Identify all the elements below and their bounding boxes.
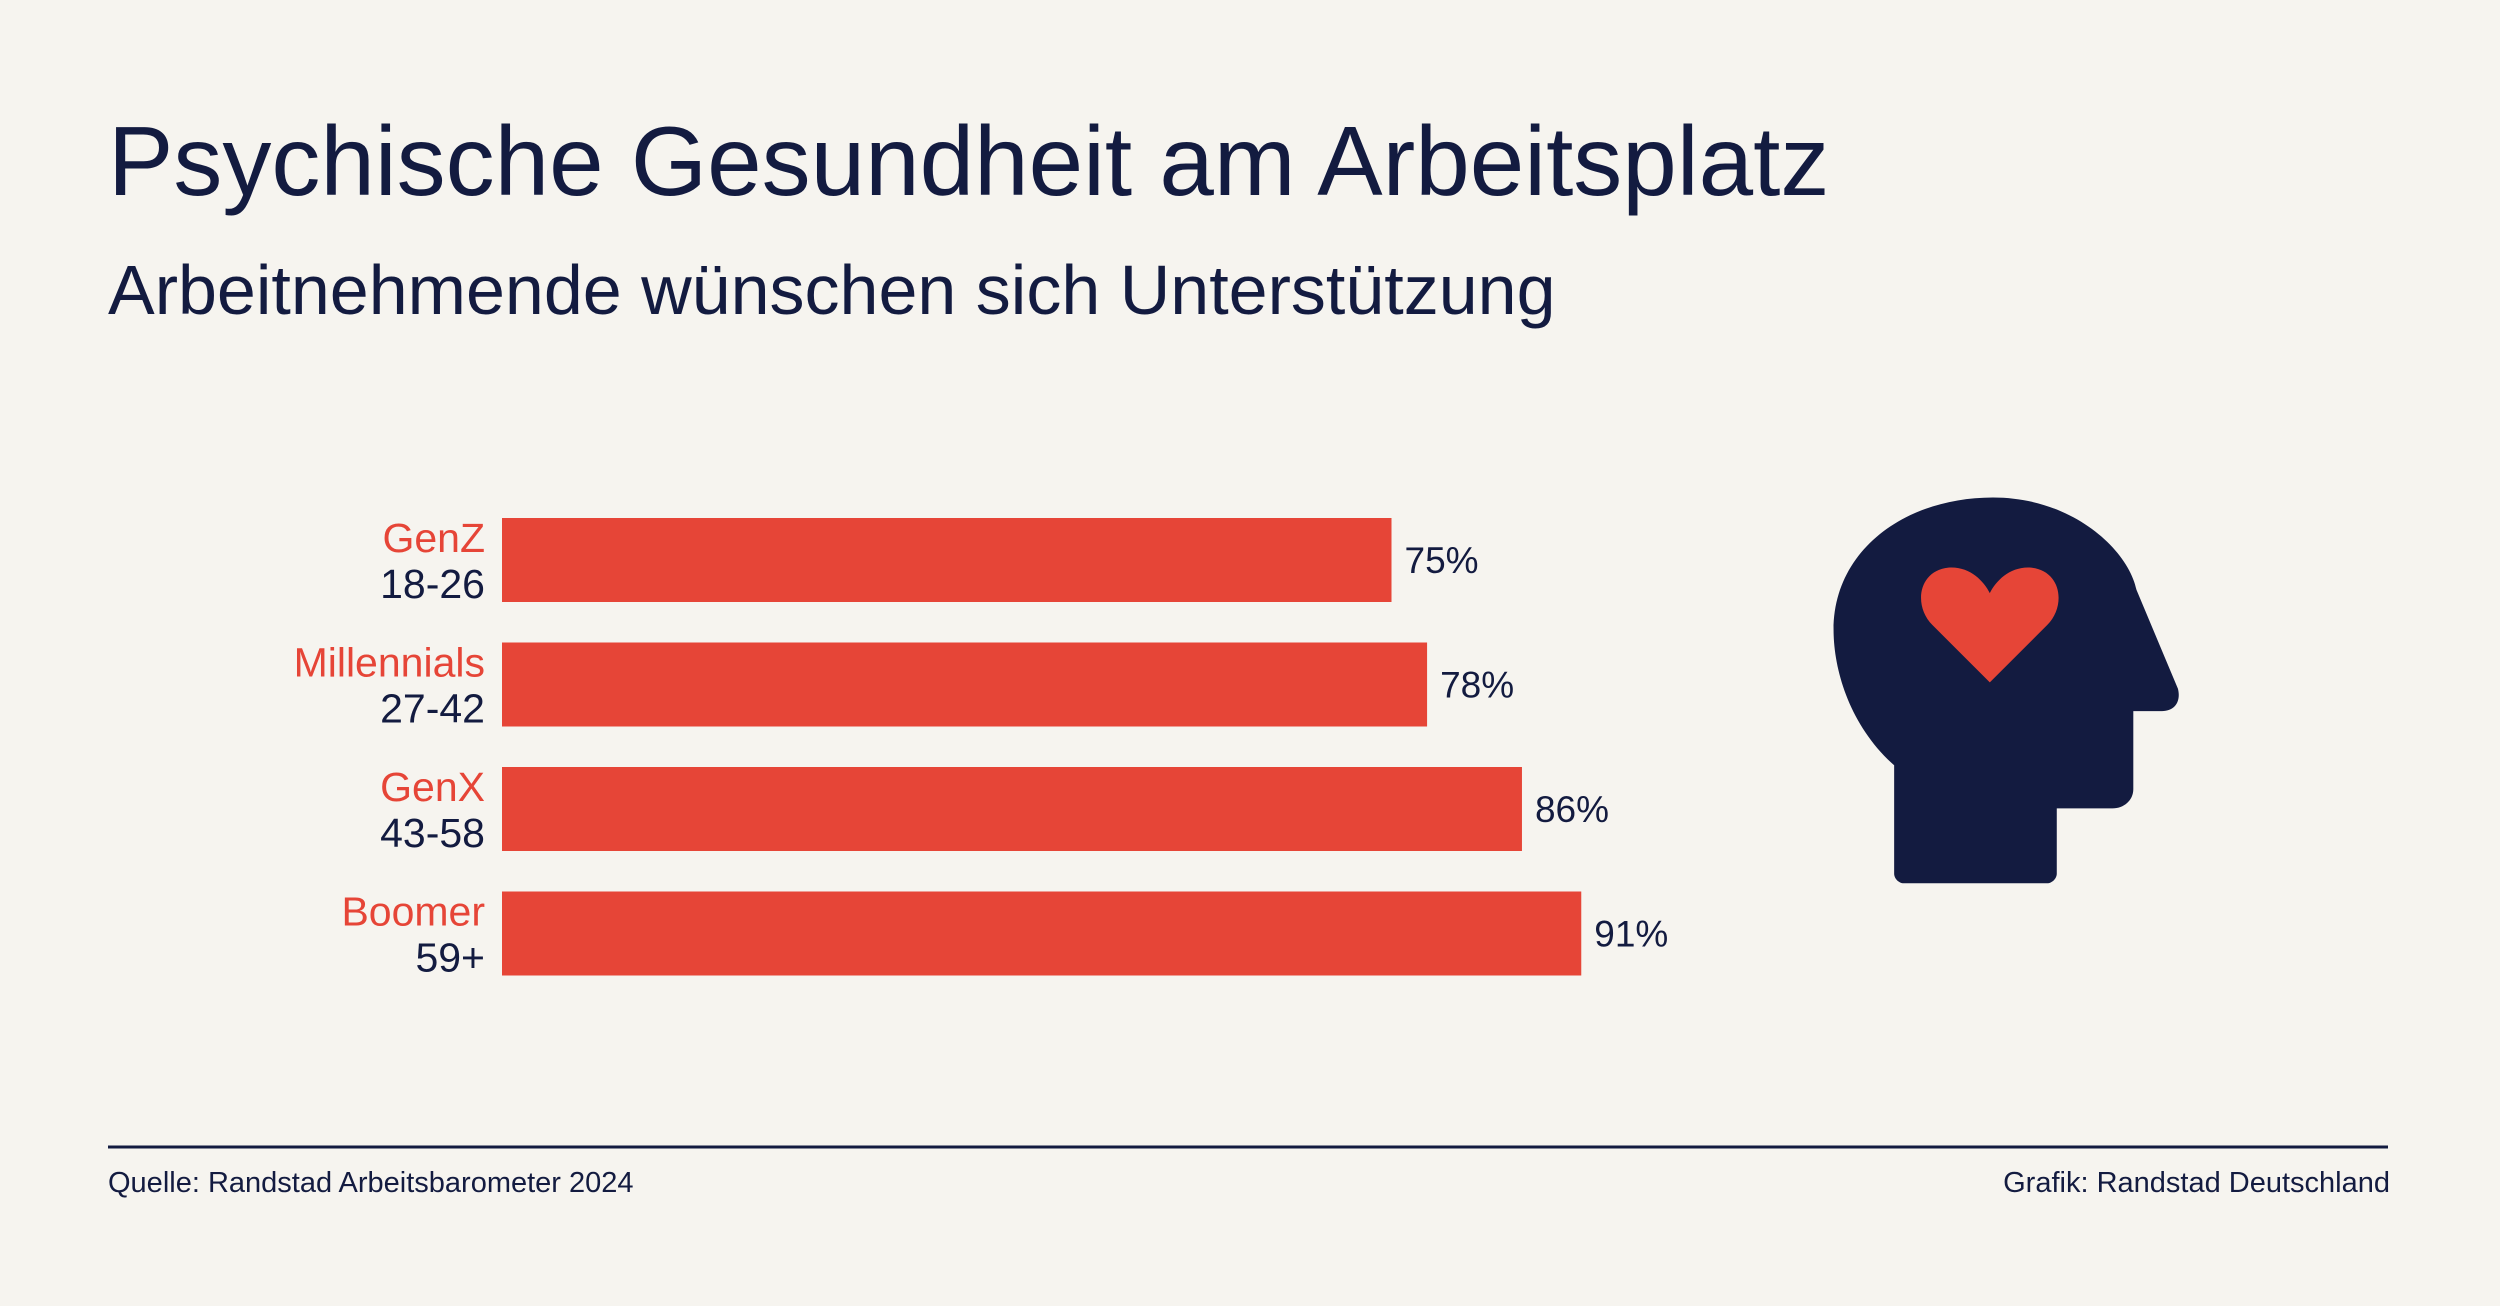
category-sublabel: 59+ [415, 935, 485, 981]
source: Quelle: Randstad Arbeitsbarometer 2024 [108, 1167, 634, 1199]
value-label: 86% [1535, 789, 1609, 830]
value-label: 78% [1440, 665, 1514, 706]
category-label: Boomer [341, 889, 485, 935]
credit: Grafik: Randstad Deutschland [2003, 1167, 2390, 1199]
category-sublabel: 43-58 [380, 810, 485, 856]
bar [502, 642, 1428, 727]
category-sublabel: 18-26 [380, 561, 485, 607]
category-sublabel: 27-42 [380, 686, 485, 732]
category-label: Millennials [294, 640, 485, 686]
bar [502, 518, 1392, 602]
chart-title: Psychische Gesundheit am Arbeitsplatz [108, 106, 1829, 216]
chart-subtitle: Arbeitnehmende wünschen sich Unterstützu… [108, 251, 1556, 329]
bar [502, 767, 1522, 851]
value-label: 75% [1405, 540, 1479, 581]
bar [502, 891, 1582, 976]
head-icon [1833, 497, 2179, 884]
value-label: 91% [1594, 914, 1668, 955]
category-label: GenZ [382, 515, 485, 561]
category-label: GenX [380, 764, 485, 810]
